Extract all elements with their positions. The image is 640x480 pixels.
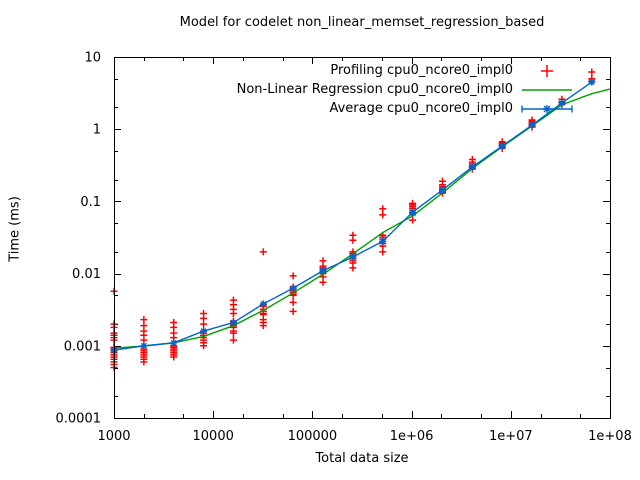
legend-label-average: Average cpu0_ncore0_impl0 <box>329 101 513 116</box>
y-tick-label: 0.01 <box>72 267 101 282</box>
average-line <box>113 81 593 351</box>
y-axis-label: Time (ms) <box>7 196 23 262</box>
legend: Profiling cpu0_ncore0_impl0 Non-Linear R… <box>237 61 576 118</box>
y-tick-label: 10 <box>84 51 101 66</box>
legend-label-profiling: Profiling cpu0_ncore0_impl0 <box>330 63 513 78</box>
legend-sample-average-errorbar-icon <box>521 104 573 113</box>
y-tick-label: 0.1 <box>80 195 101 210</box>
chart-title: Model for codelet non_linear_memset_regr… <box>179 15 545 30</box>
legend-sample-profiling-plus-icon <box>541 64 553 77</box>
x-tick-label: 100000 <box>288 429 338 444</box>
legend-row-profiling: Profiling cpu0_ncore0_impl0 <box>237 61 576 80</box>
legend-row-regression: Non-Linear Regression cpu0_ncore0_impl0 <box>237 80 576 99</box>
x-tick-label: 10000 <box>193 429 234 444</box>
x-tick-label: 1e+07 <box>489 429 533 444</box>
legend-label-regression: Non-Linear Regression cpu0_ncore0_impl0 <box>236 82 513 97</box>
y-tick-label: 0.0001 <box>56 412 102 427</box>
legend-sample-regression-line-icon <box>522 88 572 91</box>
y-tick-label: 0.001 <box>64 339 101 354</box>
x-axis-label: Total data size <box>315 451 409 466</box>
x-tick-label: 1e+08 <box>588 429 632 444</box>
plot-border <box>114 57 611 419</box>
average-markers <box>110 78 596 354</box>
regression-line <box>113 88 611 349</box>
x-tick-label: 1000 <box>97 429 130 444</box>
legend-row-average: Average cpu0_ncore0_impl0 <box>237 99 576 118</box>
x-tick-label: 1e+06 <box>390 429 434 444</box>
y-tick-label: 1 <box>93 123 101 138</box>
